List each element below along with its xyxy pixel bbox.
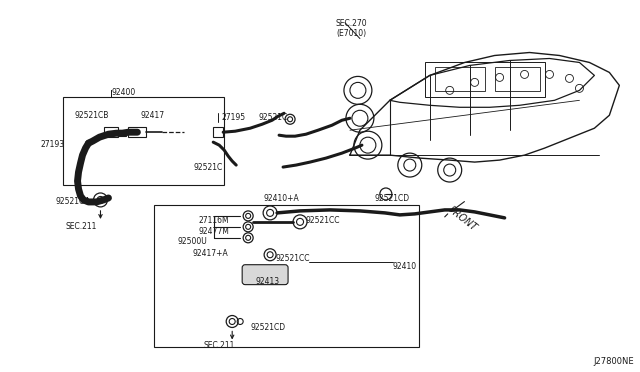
- Text: 27193: 27193: [40, 140, 65, 149]
- Text: SEC.270: SEC.270: [336, 19, 367, 28]
- Bar: [435, 67, 484, 92]
- Text: 92410: 92410: [393, 262, 417, 271]
- Text: 92521CB: 92521CB: [74, 111, 109, 120]
- Bar: [495, 67, 540, 92]
- Text: 92417: 92417: [140, 111, 164, 120]
- Text: SEC.211: SEC.211: [65, 222, 97, 231]
- Bar: [213, 127, 223, 137]
- Text: 92410+A: 92410+A: [263, 194, 299, 203]
- Bar: [129, 127, 147, 137]
- Text: 92521C: 92521C: [193, 163, 223, 172]
- Text: 92521C: 92521C: [258, 113, 287, 122]
- Text: (E7010): (E7010): [336, 29, 366, 38]
- FancyBboxPatch shape: [242, 265, 288, 285]
- Text: 92417+A: 92417+A: [192, 249, 228, 258]
- Bar: [425, 62, 545, 97]
- Bar: [118, 130, 127, 136]
- Text: 27116M: 27116M: [198, 216, 229, 225]
- Text: 92400: 92400: [111, 89, 136, 97]
- Text: 92521CD: 92521CD: [375, 194, 410, 203]
- Text: 27195: 27195: [221, 113, 245, 122]
- Text: 92413: 92413: [255, 277, 279, 286]
- Text: 92477M: 92477M: [198, 227, 229, 236]
- Text: 92521CD: 92521CD: [250, 324, 285, 333]
- Bar: [154, 205, 419, 347]
- Bar: [104, 127, 118, 137]
- Bar: [63, 97, 224, 185]
- Text: 92521CC: 92521CC: [305, 216, 340, 225]
- Text: FRONT: FRONT: [447, 205, 479, 233]
- Text: 92500U: 92500U: [177, 237, 207, 246]
- Text: 92521CC: 92521CC: [275, 254, 310, 263]
- Text: SEC.211: SEC.211: [204, 341, 235, 350]
- Text: 92521GA: 92521GA: [56, 197, 91, 206]
- Text: J27800NE: J27800NE: [594, 357, 634, 366]
